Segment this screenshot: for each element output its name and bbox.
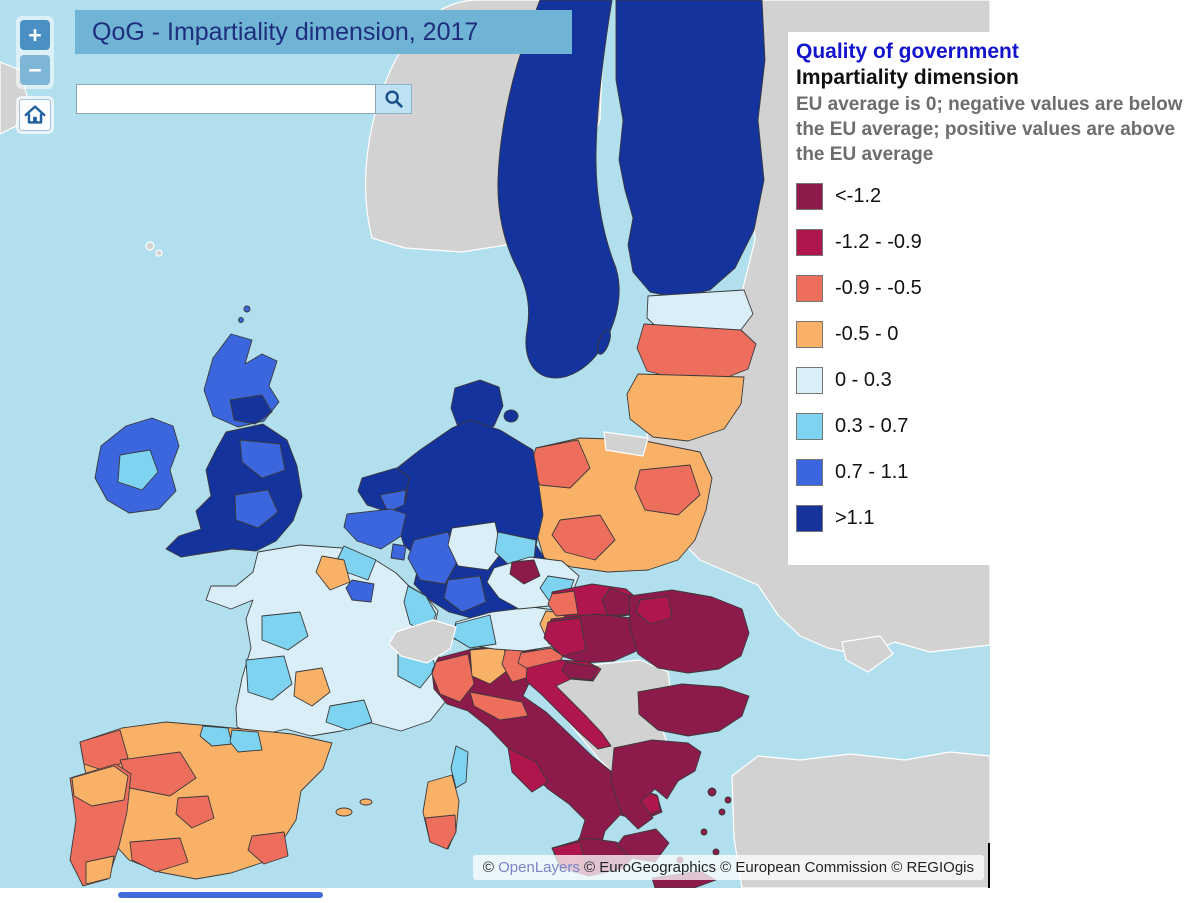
legend-swatch bbox=[796, 229, 823, 257]
region-crimea bbox=[841, 635, 894, 673]
subregion-sardinia-south bbox=[424, 814, 457, 850]
legend-item: -0.5 - 0 bbox=[796, 321, 1192, 349]
attribution-prefix: © bbox=[482, 859, 499, 876]
legend-label: 0 - 0.3 bbox=[835, 369, 892, 392]
region-switzerland bbox=[388, 619, 457, 664]
region-zealand[interactable] bbox=[503, 409, 519, 423]
legend-swatch bbox=[796, 505, 823, 533]
region-greece[interactable] bbox=[610, 739, 702, 830]
map-title: QoG - Impartiality dimension, 2017 bbox=[92, 18, 479, 46]
region-balearic-islands[interactable] bbox=[335, 798, 373, 817]
legend-swatch bbox=[796, 321, 823, 349]
legend-swatch bbox=[796, 275, 823, 303]
legend-description: EU average is 0; negative values are bel… bbox=[796, 94, 1183, 166]
legend-label: -1.2 - -0.9 bbox=[835, 231, 922, 254]
legend-label: >1.1 bbox=[835, 507, 875, 530]
zoom-in-button[interactable]: + bbox=[20, 20, 50, 50]
region-bulgaria[interactable] bbox=[637, 683, 750, 737]
legend-item: 0 - 0.3 bbox=[796, 367, 1192, 395]
region-denmark[interactable] bbox=[450, 379, 504, 434]
openlayers-link[interactable]: OpenLayers bbox=[498, 859, 580, 876]
zoom-out-button[interactable]: − bbox=[20, 55, 50, 85]
legend-label: -0.5 - 0 bbox=[835, 323, 899, 346]
legend-swatch bbox=[796, 413, 823, 441]
region-belgium[interactable] bbox=[343, 508, 407, 550]
search-bar bbox=[76, 84, 412, 114]
legend-item: -0.9 - -0.5 bbox=[796, 275, 1192, 303]
subregion-ireland-mid bbox=[117, 449, 159, 491]
legend-item: 0.7 - 1.1 bbox=[796, 459, 1192, 487]
text-cursor-artifact bbox=[988, 843, 990, 888]
map-title-bar: QoG - Impartiality dimension, 2017 bbox=[75, 10, 572, 54]
region-gotland[interactable] bbox=[595, 328, 613, 356]
subregion-patches-france bbox=[245, 545, 437, 731]
bottom-strip bbox=[0, 888, 1200, 903]
region-latvia[interactable] bbox=[636, 323, 757, 382]
legend-item: 0.3 - 0.7 bbox=[796, 413, 1192, 441]
search-button[interactable] bbox=[376, 84, 412, 114]
legend-swatch bbox=[796, 183, 823, 211]
legend-panel: Quality of government Impartiality dimen… bbox=[788, 32, 1200, 566]
legend-swatch bbox=[796, 367, 823, 395]
subregion-romania-nw bbox=[635, 595, 673, 625]
non-eu-overlays bbox=[388, 431, 649, 664]
legend-item: >1.1 bbox=[796, 505, 1192, 533]
legend-label: <-1.2 bbox=[835, 185, 882, 208]
region-corsica[interactable] bbox=[450, 745, 469, 789]
subregion-netherlands-south bbox=[379, 489, 407, 513]
legend-label: 0.7 - 1.1 bbox=[835, 461, 909, 484]
home-icon bbox=[24, 105, 46, 124]
region-luxembourg[interactable] bbox=[390, 543, 407, 561]
region-finland[interactable] bbox=[615, 0, 766, 299]
search-input[interactable] bbox=[76, 84, 376, 114]
legend-item: -1.2 - -0.9 bbox=[796, 229, 1192, 257]
zoom-control: + − bbox=[16, 16, 54, 89]
region-sweden[interactable] bbox=[497, 0, 620, 379]
subregion-patches-portugal bbox=[71, 765, 129, 885]
home-control bbox=[16, 96, 54, 134]
region-kaliningrad bbox=[603, 431, 649, 457]
horizontal-scrollbar-thumb[interactable] bbox=[118, 892, 323, 898]
attribution-rest: © EuroGeographics © European Commission … bbox=[579, 859, 974, 876]
eu-regions bbox=[69, 0, 766, 888]
home-button[interactable] bbox=[19, 99, 51, 131]
legend-label: 0.3 - 0.7 bbox=[835, 415, 909, 438]
legend-subtitle: Impartiality dimension bbox=[796, 66, 1019, 89]
subregion-patches-england bbox=[234, 439, 286, 529]
subregion-patches-germany bbox=[407, 521, 537, 613]
region-shetland bbox=[238, 305, 251, 323]
subregion-hungary-west bbox=[543, 617, 587, 657]
region-lithuania[interactable] bbox=[626, 373, 745, 442]
legend-swatch bbox=[796, 459, 823, 487]
legend-item: <-1.2 bbox=[796, 183, 1192, 211]
subregion-scotland-south bbox=[229, 394, 273, 425]
region-faroes bbox=[145, 241, 155, 251]
subregion-croatia-east bbox=[561, 661, 599, 681]
legend-label: -0.9 - -0.5 bbox=[835, 277, 922, 300]
map-attribution: © OpenLayers © EuroGeographics © Europea… bbox=[472, 855, 984, 880]
subregion-patches-poland bbox=[529, 439, 701, 561]
magnifier-icon bbox=[384, 90, 403, 108]
legend-title: Quality of government bbox=[796, 40, 1019, 63]
